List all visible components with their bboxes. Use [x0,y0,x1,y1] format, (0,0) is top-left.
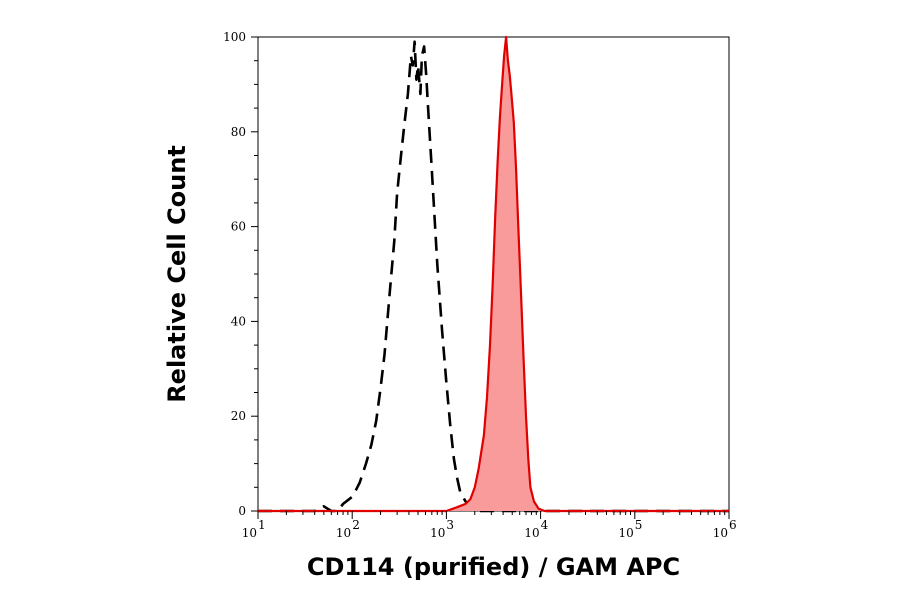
y-tick-label: 40 [231,314,246,328]
x-tick-base: 10 [336,526,351,540]
x-tick-base: 10 [430,526,445,540]
y-tick-label: 0 [238,504,246,518]
x-tick-base: 10 [242,526,257,540]
x-tick-label: 102 [336,518,360,540]
x-tick-label: 104 [524,518,548,540]
y-tick-label: 20 [231,409,246,423]
x-axis-label: CD114 (purified) / GAM APC [307,553,680,581]
x-tick-exponent: 6 [729,518,737,532]
x-tick-label: 105 [619,518,643,540]
x-tick-exponent: 1 [258,518,266,532]
x-tick-exponent: 4 [541,518,549,532]
y-tick-label: 80 [231,125,246,139]
x-tick-label: 101 [242,518,266,540]
y-axis: 0 20 40 60 80 100 [223,30,258,518]
series-1-line [258,35,729,513]
series-layer [258,35,729,513]
x-tick-label: 103 [430,518,454,540]
x-tick-exponent: 2 [352,518,360,532]
y-axis-label: Relative Cell Count [163,145,191,403]
x-tick-base: 10 [619,526,634,540]
y-tick-label: 100 [223,30,246,44]
y-tick-label: 60 [231,220,246,234]
x-tick-label: 106 [713,518,737,540]
x-tick-exponent: 3 [446,518,454,532]
x-tick-exponent: 5 [635,518,643,532]
x-tick-base: 10 [713,526,728,540]
series-0-line [258,40,729,513]
x-tick-base: 10 [524,526,539,540]
